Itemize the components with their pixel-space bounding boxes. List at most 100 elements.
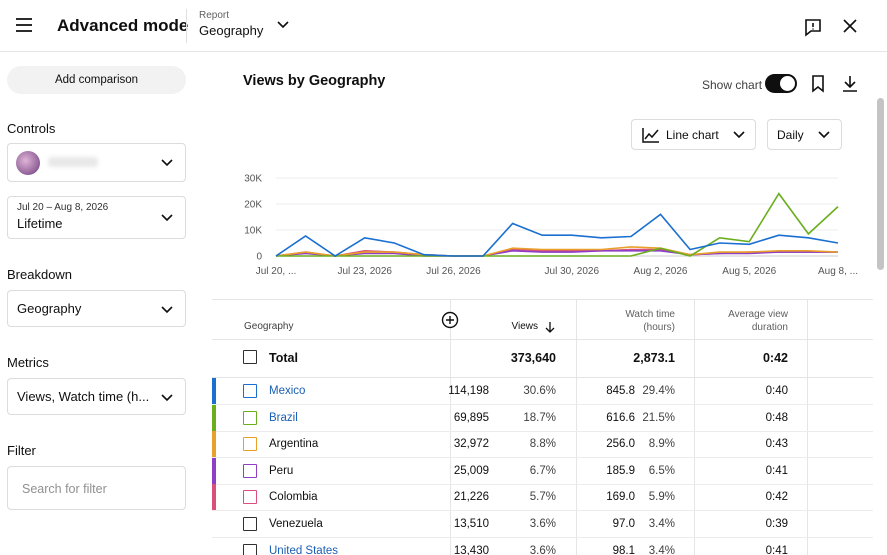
column-separator [576,300,577,555]
breakdown-value: Geography [17,301,82,316]
x-tick-label: Jul 23, 2026 [337,266,392,277]
checkbox[interactable] [243,463,257,478]
report-value[interactable]: Geography [199,23,264,38]
breakdown-select[interactable]: Geography [7,290,186,327]
x-tick-label: Jul 20, ... [256,266,297,277]
row-name[interactable]: Brazil [269,411,298,424]
column-separator [450,300,451,555]
row-watch-time: 169.0 [606,491,635,504]
x-tick-label: Aug 2, 2026 [634,266,688,277]
period: Lifetime [17,216,63,231]
checkbox[interactable] [243,384,257,398]
toggle-knob [780,76,795,91]
row-border [212,457,873,459]
line-chart-icon [642,128,659,143]
column-header: Views [511,321,539,332]
row-views-share: 3.6% [529,518,556,530]
total-avg-duration: 0:42 [762,351,788,365]
interval-select[interactable]: Daily [767,119,842,150]
chart-type: Line chart [666,128,719,142]
x-tick-label: Jul 30, 2026 [545,266,600,277]
scrollbar-thumb[interactable] [877,98,884,270]
y-tick-label: 10K [244,226,262,237]
row-name[interactable]: United States [269,544,339,555]
row-views-share: 5.7% [529,491,556,504]
show-chart-label: Show chart [702,78,763,92]
row-views-share: 30.6% [523,385,556,397]
row-views-share: 8.8% [529,438,556,451]
bookmark-icon[interactable] [811,75,825,93]
row-border [212,483,873,485]
row-color-bar [212,404,216,431]
metrics-label: Metrics [7,355,49,370]
total-views: 373,640 [510,351,556,365]
row-avg-duration: 0:41 [765,464,788,477]
series-line [276,192,839,257]
chevron [161,159,173,167]
row-watch-time: 97.0 [612,518,635,530]
row-watch-time: 98.1 [612,544,635,555]
checkbox[interactable] [243,437,257,452]
interval: Daily [777,128,804,142]
y-tick-label: 30K [244,174,262,185]
show-chart-toggle[interactable] [765,74,797,93]
feedback-icon[interactable] [803,17,823,37]
column-header: Geography [244,321,294,332]
line-chart: 0 10K 20K 30K Jul 20, ... Jul 23, 2026 Jul 26,… [244,174,858,278]
close-icon[interactable] [843,19,857,33]
metrics-select[interactable]: Views, Watch time (h... [7,378,186,415]
row-name: Peru [269,464,294,477]
row-color-bar [212,484,216,511]
x-tick-label: Jul 26, 2026 [426,266,481,277]
download-icon[interactable] [842,75,858,93]
row-color-bar [212,457,216,484]
add-comparison-button[interactable]: Add comparison [7,66,186,94]
total-watch-time: 2,873.1 [633,351,675,365]
row-watch-time: 256.0 [606,438,635,451]
checkbox[interactable] [243,350,257,364]
row-views: 13,510 [453,518,489,530]
checkbox[interactable] [243,410,257,425]
row-views: 69,895 [453,411,489,424]
row-views: 25,009 [453,464,489,477]
data-table: Geography Views Watch time (hours) Average … [212,299,873,555]
column-separator [807,300,808,555]
row-watch-time: 185.9 [606,464,635,477]
row-watch-time: 845.8 [606,385,635,397]
app-title: Advanced mode [57,16,189,35]
row-avg-duration: 0:39 [765,518,788,530]
row-name[interactable]: Mexico [269,385,306,397]
row-views: 13,430 [453,544,489,555]
checkbox[interactable] [243,490,257,505]
chevron [161,306,173,314]
row-views-share: 6.7% [529,464,556,477]
row-views-share: 3.6% [529,544,556,555]
series-line [275,246,839,257]
series-line [275,213,839,257]
row-avg-duration: 0:48 [765,411,788,424]
chevron [818,131,830,139]
row-border [212,510,873,512]
menu-icon[interactable] [15,17,33,33]
row-border [212,537,873,538]
x-tick-label: Aug 8, ... [818,266,858,277]
channel-avatar [16,151,40,175]
row-watch-share: 21.5% [642,411,675,424]
sort-arrow[interactable] [545,321,555,333]
row-border [212,377,873,378]
row-watch-share: 6.5% [648,464,675,477]
channel-select[interactable] [7,143,186,182]
report-chevron[interactable] [276,20,290,30]
chart-type-select[interactable]: Line chart [631,119,756,150]
row-name: Venezuela [269,518,323,530]
checkbox[interactable] [243,543,257,555]
add-column-icon[interactable] [441,311,459,329]
report-label: Report [199,10,230,21]
filter-label: Filter [7,443,36,458]
row-watch-share: 8.9% [648,438,675,451]
row-views-share: 18.7% [523,411,556,424]
checkbox[interactable] [243,517,257,531]
date-select[interactable]: Jul 20 – Aug 8, 2026 Lifetime [7,196,186,239]
filter-input[interactable]: Search for filter [7,466,186,510]
